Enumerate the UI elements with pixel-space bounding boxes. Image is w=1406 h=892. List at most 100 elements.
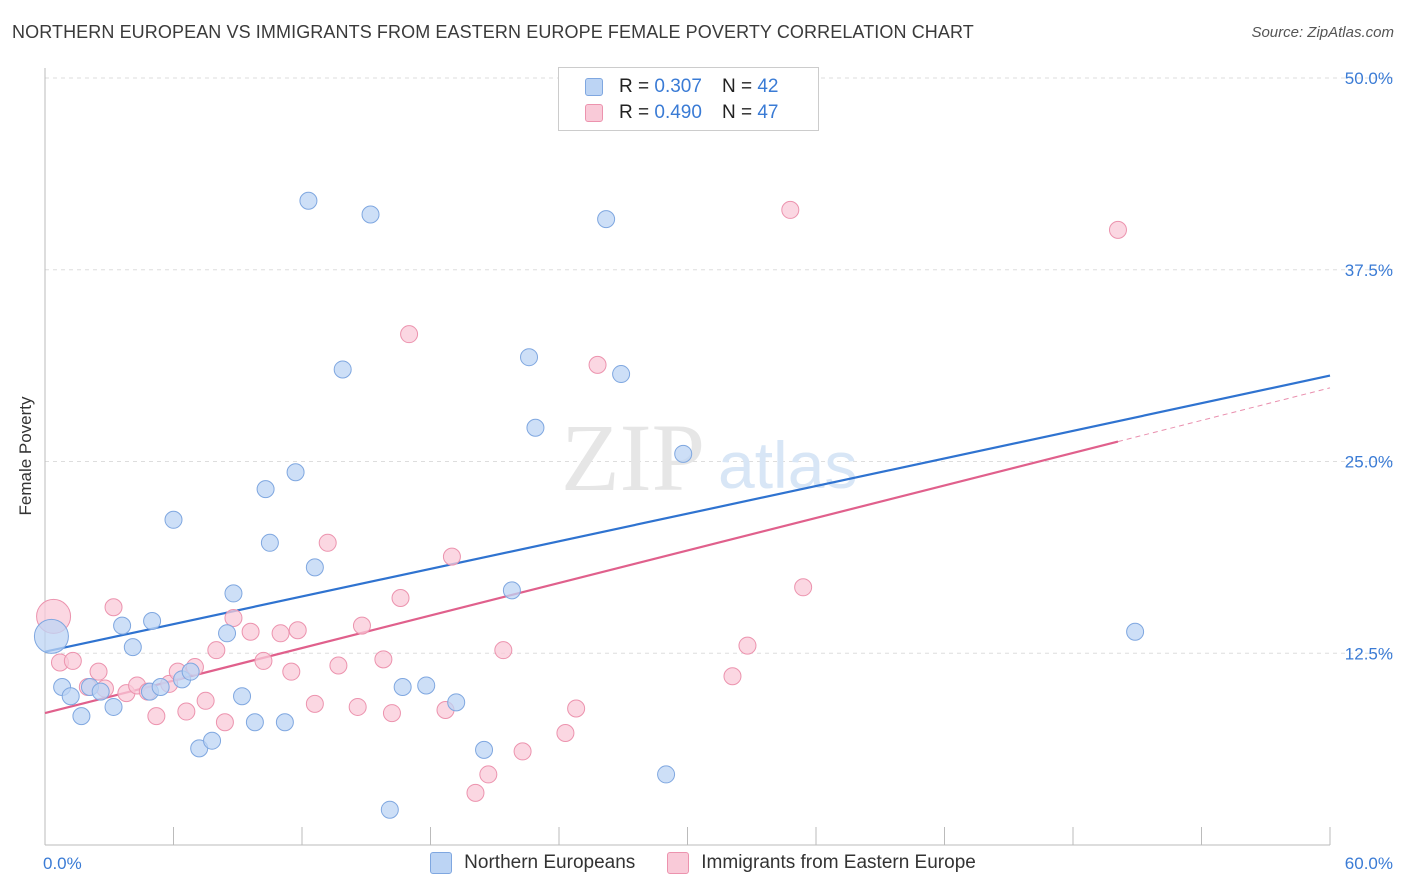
point-immigrants-eastern-europe (271, 624, 290, 643)
point-northern-europeans (61, 687, 80, 706)
x-tick-label: 0.0% (43, 854, 82, 873)
point-northern-europeans (256, 480, 275, 499)
legend-swatch-blue (430, 852, 453, 874)
point-immigrants-eastern-europe (556, 724, 575, 743)
point-northern-europeans (475, 740, 494, 759)
point-northern-europeans (380, 800, 399, 819)
trend-line-extension (1117, 387, 1331, 443)
point-northern-europeans (612, 365, 631, 384)
axes (44, 68, 1331, 846)
point-northern-europeans (1126, 622, 1145, 641)
point-immigrants-eastern-europe (177, 702, 196, 721)
point-northern-europeans (203, 731, 222, 750)
point-northern-europeans (181, 662, 200, 681)
point-immigrants-eastern-europe (224, 608, 243, 627)
legend-swatch-pink (667, 852, 690, 874)
point-northern-europeans (224, 584, 243, 603)
point-northern-europeans (526, 418, 545, 437)
point-immigrants-eastern-europe (479, 765, 498, 784)
point-immigrants-eastern-europe (282, 662, 301, 681)
point-immigrants-eastern-europe (352, 616, 371, 635)
legend-r-label: R = (619, 76, 650, 97)
point-immigrants-eastern-europe (400, 325, 419, 344)
point-northern-europeans (275, 713, 294, 732)
point-northern-europeans (123, 638, 142, 657)
point-northern-europeans (286, 463, 305, 482)
point-northern-europeans (91, 682, 110, 701)
point-immigrants-eastern-europe (348, 697, 367, 716)
point-northern-europeans (299, 191, 318, 210)
legend-row-blue: R = 0.307 N = 42 (585, 75, 778, 99)
stats-legend: R = 0.307 N = 42 R = 0.490 N = 47 (558, 67, 819, 131)
point-immigrants-eastern-europe (442, 547, 461, 566)
chart-title: NORTHERN EUROPEAN VS IMMIGRANTS FROM EAS… (12, 22, 974, 42)
point-northern-europeans (151, 677, 170, 696)
legend-item-immigrants-eastern-europe: Immigrants from Eastern Europe (667, 852, 976, 874)
legend-r-value: 0.490 (654, 102, 702, 123)
point-northern-europeans (245, 713, 264, 732)
legend-r-label: R = (619, 102, 650, 123)
point-immigrants-eastern-europe (318, 533, 337, 552)
point-immigrants-eastern-europe (63, 651, 82, 670)
point-immigrants-eastern-europe (147, 707, 166, 726)
point-immigrants-eastern-europe (254, 651, 273, 670)
point-immigrants-eastern-europe (305, 694, 324, 713)
point-immigrants-eastern-europe (794, 578, 813, 597)
point-northern-europeans (417, 676, 436, 695)
point-northern-europeans (104, 697, 123, 716)
watermark-atlas: atlas (718, 428, 857, 502)
point-northern-europeans (33, 618, 69, 654)
point-immigrants-eastern-europe (781, 200, 800, 219)
point-immigrants-eastern-europe (207, 641, 226, 660)
point-northern-europeans (597, 210, 616, 229)
point-immigrants-eastern-europe (104, 598, 123, 617)
point-immigrants-eastern-europe (382, 704, 401, 723)
point-northern-europeans (502, 581, 521, 600)
point-northern-europeans (143, 612, 162, 631)
y-tick-label: 37.5% (1345, 261, 1393, 280)
point-northern-europeans (657, 765, 676, 784)
legend-swatch-pink (585, 104, 603, 122)
point-northern-europeans (260, 533, 279, 552)
point-immigrants-eastern-europe (329, 656, 348, 675)
point-immigrants-eastern-europe (466, 783, 485, 802)
y-tick-label: 12.5% (1345, 644, 1393, 663)
point-northern-europeans (233, 687, 252, 706)
data-points (33, 191, 1145, 819)
x-tick-label: 60.0% (1345, 854, 1393, 873)
trend-line-immigrants-eastern-europe (44, 440, 1119, 715)
point-immigrants-eastern-europe (89, 662, 108, 681)
zipatlas-watermark: ZIP atlas (561, 404, 857, 511)
grid-lines (45, 77, 1394, 654)
series-legend: Northern Europeans Immigrants from Easte… (0, 852, 1406, 874)
point-immigrants-eastern-europe (288, 621, 307, 640)
point-northern-europeans (520, 348, 539, 367)
trend-lines (44, 374, 1331, 715)
legend-label: Immigrants from Eastern Europe (701, 852, 976, 873)
point-northern-europeans (218, 624, 237, 643)
legend-n-value: 42 (757, 76, 779, 97)
legend-label: Northern Europeans (464, 852, 636, 873)
point-immigrants-eastern-europe (723, 667, 742, 686)
point-northern-europeans (305, 558, 324, 577)
y-tick-label: 25.0% (1345, 453, 1393, 472)
point-immigrants-eastern-europe (588, 355, 607, 374)
point-immigrants-eastern-europe (494, 641, 513, 660)
y-axis-label: Female Poverty (16, 396, 35, 516)
source-credit: Source: ZipAtlas.com (1251, 24, 1394, 41)
point-immigrants-eastern-europe (196, 691, 215, 710)
point-immigrants-eastern-europe (1108, 220, 1127, 239)
legend-item-northern-europeans: Northern Europeans (430, 852, 635, 874)
point-northern-europeans (393, 677, 412, 696)
point-immigrants-eastern-europe (513, 742, 532, 761)
point-immigrants-eastern-europe (567, 699, 586, 718)
legend-n-value: 47 (757, 102, 779, 123)
legend-n-label: N = (721, 102, 753, 123)
point-immigrants-eastern-europe (241, 622, 260, 641)
legend-n-label: N = (721, 76, 753, 97)
y-tick-label: 50.0% (1345, 69, 1393, 88)
legend-r-value: 0.307 (654, 76, 702, 97)
trend-line-northern-europeans (44, 374, 1331, 653)
point-northern-europeans (164, 510, 183, 529)
